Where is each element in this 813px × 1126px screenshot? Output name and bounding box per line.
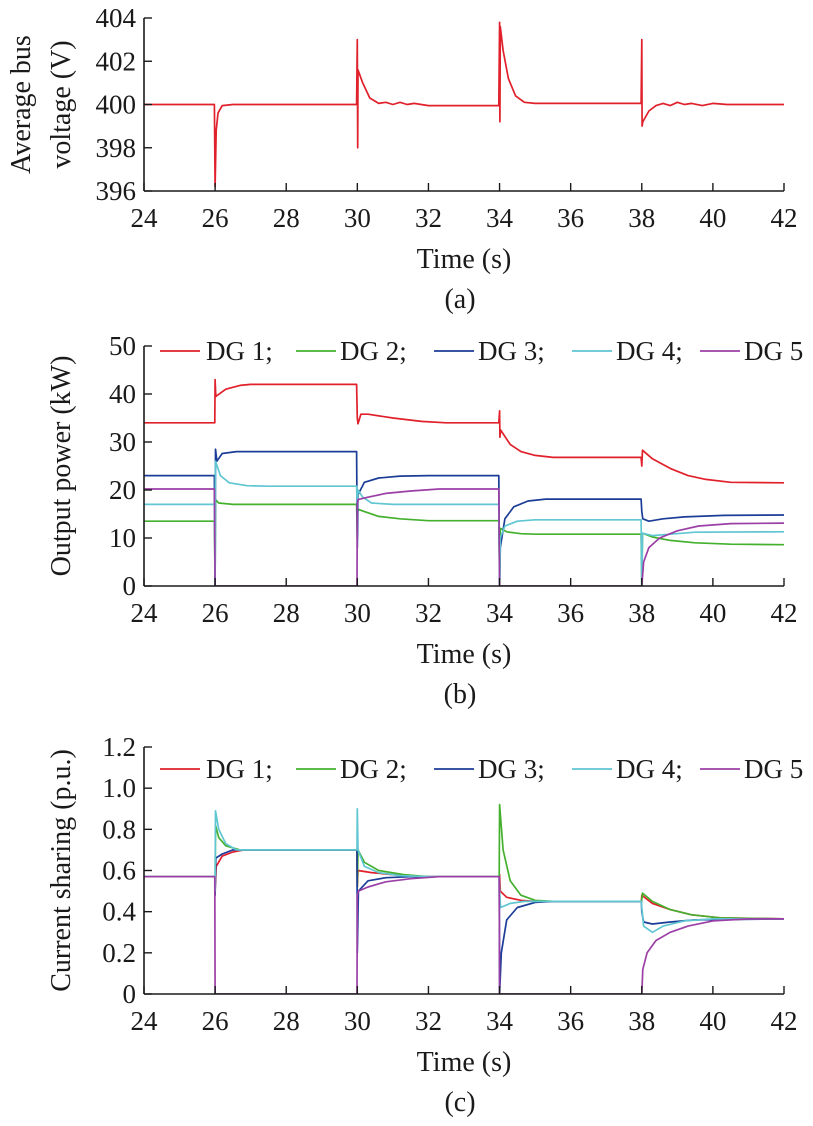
x-tick-label: 24 xyxy=(131,203,159,233)
y-tick-label: 396 xyxy=(96,176,137,206)
x-tick-label: 28 xyxy=(273,203,300,233)
x-tick-label: 32 xyxy=(415,1006,442,1036)
legend-label: DG 3; xyxy=(478,336,545,366)
y-tick-label: 0.2 xyxy=(102,938,136,968)
legend-label: DG 1; xyxy=(206,754,273,784)
x-tick-label: 38 xyxy=(628,598,655,628)
x-tick-label: 24 xyxy=(131,598,159,628)
y-tick-label: 0 xyxy=(123,979,137,1009)
y-tick-label: 402 xyxy=(96,46,137,76)
x-tick-label: 34 xyxy=(486,1006,514,1036)
series-line-dg-1 xyxy=(144,378,784,484)
x-tick-label: 32 xyxy=(415,598,442,628)
x-tick-label: 30 xyxy=(344,598,371,628)
series-group xyxy=(144,803,784,994)
x-tick-label: 26 xyxy=(202,203,229,233)
y-tick-label: 404 xyxy=(96,3,137,33)
series-line-dg-4 xyxy=(144,460,784,586)
x-tick-label: 40 xyxy=(699,203,726,233)
y-tick-label: 50 xyxy=(109,331,136,361)
y-tick-label: 0.4 xyxy=(102,897,136,927)
y-tick-label: 20 xyxy=(109,475,136,505)
x-axis-label: Time (s) xyxy=(417,639,512,670)
x-tick-label: 32 xyxy=(415,203,442,233)
x-axis-label: Time (s) xyxy=(417,1047,512,1078)
x-tick-label: 30 xyxy=(344,1006,371,1036)
chart-panel-b: 24 26 28 30 32 34 36 38 40 42 0 10 20 30 40 50 Time (s) O… xyxy=(46,331,803,710)
y-tick-label: 1.2 xyxy=(102,732,136,762)
x-tick-label: 26 xyxy=(202,1006,229,1036)
panel-label: (a) xyxy=(444,284,475,315)
series-line-dg-1 xyxy=(144,849,784,920)
legend-label: DG 4; xyxy=(616,754,683,784)
series-line-dg-2 xyxy=(144,803,784,920)
x-tick-label: 36 xyxy=(557,203,584,233)
x-tick-label: 40 xyxy=(699,598,726,628)
legend-label: DG 5 xyxy=(744,754,803,784)
series-group xyxy=(144,378,784,586)
series-line-voltage xyxy=(144,21,784,188)
y-tick-label: 40 xyxy=(109,379,136,409)
chart-panel-c: 24 26 28 30 32 34 36 38 40 42 0 0.2 0.4 0.6 0.8 1.0 1.2 T… xyxy=(46,732,803,1118)
series-line-dg-3 xyxy=(144,849,784,994)
y-axis-label: Current sharing (p.u.) xyxy=(46,749,77,992)
legend: DG 1; DG 2; DG 3; DG 4; DG 5 xyxy=(160,336,803,366)
y-tick-label: 0 xyxy=(123,571,137,601)
y-tick-label: 0.8 xyxy=(102,814,136,844)
series-line-dg-3 xyxy=(144,448,784,586)
x-tick-label: 34 xyxy=(486,203,514,233)
legend-label: DG 1; xyxy=(206,336,273,366)
x-tick-label: 30 xyxy=(344,203,371,233)
legend-label: DG 2; xyxy=(340,336,407,366)
legend-label: DG 3; xyxy=(478,754,545,784)
y-tick-label: 0.6 xyxy=(102,856,136,886)
x-tick-label: 36 xyxy=(557,1006,584,1036)
x-tick-label: 40 xyxy=(699,1006,726,1036)
series-line-dg-2 xyxy=(144,498,784,586)
x-tick-label: 42 xyxy=(771,1006,798,1036)
y-axis-label: voltage (V) xyxy=(46,40,77,168)
chart-panel-a: 24 26 28 30 32 34 36 38 40 42 396 398 400 402 404 Time … xyxy=(6,3,798,315)
x-tick-label: 38 xyxy=(628,203,655,233)
x-tick-label: 42 xyxy=(771,203,798,233)
x-tick-label: 38 xyxy=(628,1006,655,1036)
y-axis-label: Output power (kW) xyxy=(46,356,77,577)
series-line-dg-5 xyxy=(144,488,784,586)
legend-label: DG 5 xyxy=(744,336,803,366)
y-tick-label: 30 xyxy=(109,427,136,457)
y-tick-label: 398 xyxy=(96,133,137,163)
x-tick-label: 28 xyxy=(273,1006,300,1036)
x-tick-label: 24 xyxy=(131,1006,159,1036)
x-tick-label: 28 xyxy=(273,598,300,628)
series-line-dg-5 xyxy=(144,875,784,994)
legend-label: DG 2; xyxy=(340,754,407,784)
y-tick-label: 400 xyxy=(96,90,137,120)
x-axis-label: Time (s) xyxy=(417,244,512,275)
legend-label: DG 4; xyxy=(616,336,683,366)
y-tick-label: 10 xyxy=(109,523,136,553)
y-axis-label: Average bus xyxy=(6,35,37,174)
series-group xyxy=(144,21,784,188)
x-tick-label: 26 xyxy=(202,598,229,628)
x-tick-label: 34 xyxy=(486,598,514,628)
x-tick-label: 36 xyxy=(557,598,584,628)
panel-label: (b) xyxy=(444,679,477,710)
legend: DG 1; DG 2; DG 3; DG 4; DG 5 xyxy=(160,754,803,784)
x-tick-label: 42 xyxy=(771,598,798,628)
y-tick-label: 1.0 xyxy=(102,773,136,803)
panel-label: (c) xyxy=(444,1087,475,1118)
